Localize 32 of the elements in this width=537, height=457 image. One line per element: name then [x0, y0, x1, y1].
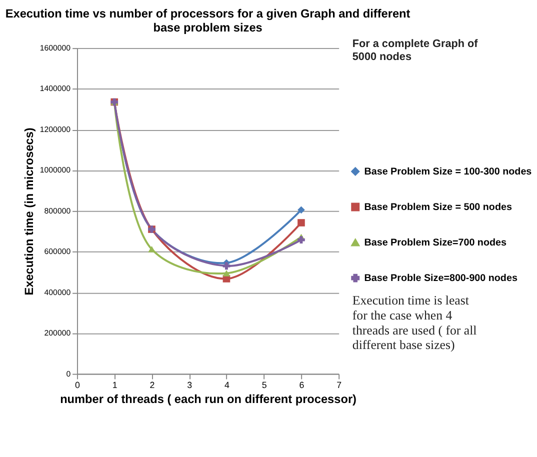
y-tick-label: 0: [66, 369, 72, 378]
y-tick-label: 600000: [44, 247, 72, 256]
legend-label: Base Problem Size=700 nodes: [364, 237, 507, 248]
chart-title: Execution time vs number of processors for a given Graph and different base problem sizes: [5, 6, 410, 34]
legend-label: Base Problem Size = 100-300 nodes: [364, 166, 532, 178]
y-tick-label: 800000: [44, 206, 72, 216]
x-tick-label: 4: [224, 380, 230, 390]
text: Execution time is least for the case when 4 threads are used ( for all different base sizes): [352, 294, 478, 352]
x-axis-title: number of threads ( each run on different processor): [60, 392, 357, 406]
x-tick-label: 0: [75, 380, 80, 390]
point: [222, 262, 230, 270]
x-tick-label: 2: [150, 380, 155, 390]
point: [298, 219, 305, 226]
y-axis-title: Execution time (in microsecs): [22, 128, 36, 296]
y-tick-label: 400000: [44, 288, 72, 297]
text: For a complete Graph of 5000 nodes: [352, 38, 478, 63]
x-tick-label: 1: [112, 380, 118, 390]
y-tick-label: 1200000: [40, 124, 72, 134]
x-tick-label: 5: [262, 380, 267, 390]
y-tick-label: 1000000: [40, 166, 72, 175]
y-tick-label: 200000: [44, 328, 72, 338]
x-tick-label: 3: [187, 380, 192, 390]
legend-label: Base Problem Size = 500 nodes: [364, 202, 512, 213]
y-tick-label: 1400000: [40, 84, 72, 94]
x-tick-label: 7: [336, 380, 342, 390]
point: [298, 206, 305, 214]
point: [222, 270, 230, 276]
legend-label: Base Proble Size=800-900 nodes: [364, 273, 518, 284]
y-tick-label: 1600000: [40, 44, 72, 53]
point: [148, 246, 156, 252]
x-tick-label: 6: [299, 380, 304, 390]
point: [298, 236, 305, 244]
